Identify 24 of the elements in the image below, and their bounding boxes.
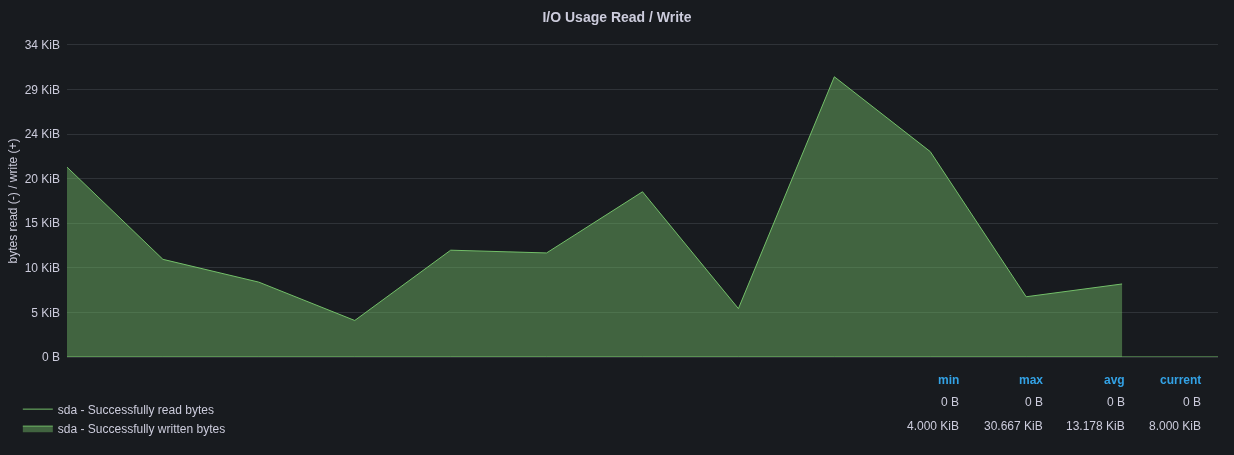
y-tick-label: 0 B [41,350,60,365]
text: 0 B [1107,395,1126,409]
legend-label: sda - Successfully read bytes [57,402,214,417]
text: 13.178 KiB [1066,419,1125,433]
y-tick-label: 20 KiB [24,171,60,186]
text: max [1019,373,1044,387]
legend-label: sda - Successfully written bytes [57,421,226,436]
text: 8.000 KiB [1149,419,1202,433]
text: 30.667 KiB [984,419,1043,433]
y-tick-label: 34 KiB [24,38,60,53]
text: 0 B [1025,395,1044,409]
chart-title: I/O Usage Read / Write [542,8,692,25]
text: 0 B [941,395,960,409]
text: min [938,373,960,387]
y-tick-label: 29 KiB [24,82,60,97]
text: current [1160,373,1202,387]
y-tick-label: 15 KiB [24,216,60,231]
text: avg [1104,373,1125,387]
y-tick-label: 10 KiB [24,261,60,276]
text: 4.000 KiB [907,419,960,433]
y-axis-title: bytes read (-) / write (+) [5,138,20,264]
text: 0 B [1183,395,1202,409]
y-tick-label: 5 KiB [31,305,60,320]
y-tick-label: 24 KiB [24,127,60,142]
